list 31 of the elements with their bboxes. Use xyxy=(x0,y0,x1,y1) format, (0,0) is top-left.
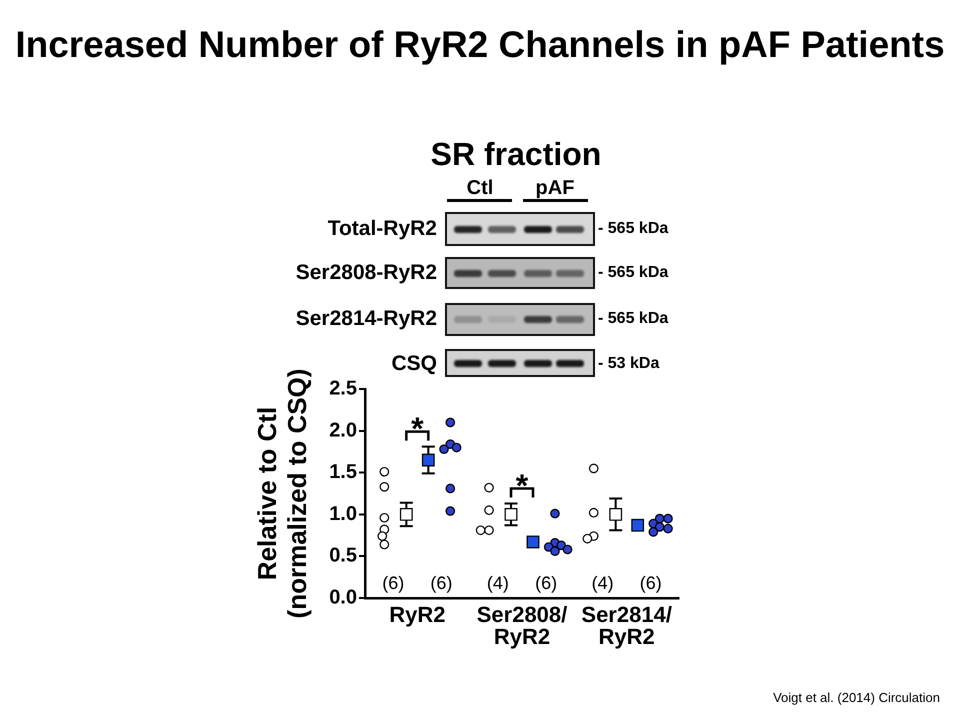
y-tick-label: 2.0 xyxy=(329,419,357,442)
annotation: * xyxy=(516,468,529,504)
y-tick-label: 1.0 xyxy=(329,502,357,525)
x-tick-label: Ser2814/RyR2 xyxy=(581,602,672,650)
x-tick-label: Ser2808/RyR2 xyxy=(476,602,568,650)
annotation: (6) xyxy=(382,572,404,593)
y-tick-label: 0.5 xyxy=(329,544,357,567)
text: - 565 kDa xyxy=(598,219,668,239)
annotation: (4) xyxy=(486,572,509,593)
y-tick-label: 1.5 xyxy=(329,461,357,484)
annotation: * xyxy=(411,410,424,447)
x-tick-label: RyR2 xyxy=(389,602,446,628)
text: - 565 kDa xyxy=(598,309,668,329)
text: Ctl xyxy=(466,177,494,199)
annotation: (4) xyxy=(592,572,614,593)
y-tick-label: 2.5 xyxy=(329,378,357,400)
text: - 53 kDa xyxy=(598,354,660,374)
annotation: (6) xyxy=(640,572,662,593)
text: Total-RyR2 xyxy=(328,216,437,242)
y-axis-title: Relative to Ctl (normalized to CSQ) xyxy=(252,368,312,618)
text: - 565 kDa xyxy=(598,263,668,283)
chart-title: Increased Number of RyR2 Channels in pAF Patients xyxy=(14,24,946,66)
text: pAF xyxy=(534,176,576,200)
text: Ser2814-RyR2 xyxy=(296,306,437,332)
text: Voigt et al. (2014) Circulation xyxy=(773,690,940,706)
annotation: (6) xyxy=(430,572,452,593)
y-tick-label: 0.0 xyxy=(329,586,357,609)
text: SR fraction xyxy=(430,135,602,173)
text: Ser2808-RyR2 xyxy=(296,260,437,286)
text: CSQ xyxy=(391,351,437,377)
annotation: (6) xyxy=(535,572,558,593)
